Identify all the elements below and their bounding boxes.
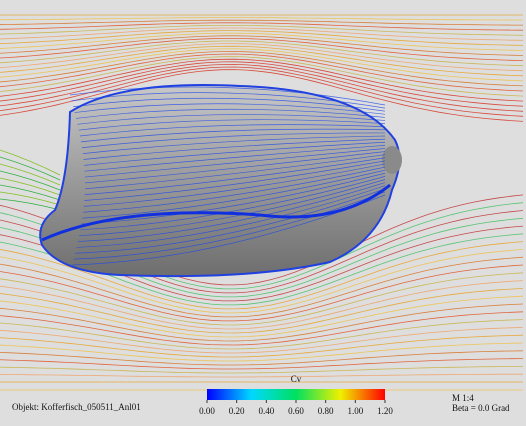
colorbar-tick-label: 0.40 <box>258 406 274 416</box>
colorbar-tick-label: 0.00 <box>199 406 215 416</box>
body-nose <box>382 146 402 174</box>
colorbar-tick-label: 0.80 <box>318 406 334 416</box>
object-label: Objekt: Kofferfisch_050511_Anl01 <box>12 402 141 412</box>
colorbar-tick-label: 0.20 <box>229 406 245 416</box>
visualization: Cv 0.00 0.20 0.40 0.60 0.80 1.00 1.20 Objekt: … <box>0 0 526 426</box>
colorbar-tick-label: 1.00 <box>347 406 363 416</box>
colorbar-tick-label: 0.60 <box>288 406 304 416</box>
colorbar <box>207 389 385 400</box>
colorbar-title: Cv <box>291 374 302 384</box>
scale-label: M 1:4 <box>452 393 474 403</box>
colorbar-tick-label: 1.20 <box>377 406 393 416</box>
angle-label: Beta = 0.0 Grad <box>452 403 510 413</box>
